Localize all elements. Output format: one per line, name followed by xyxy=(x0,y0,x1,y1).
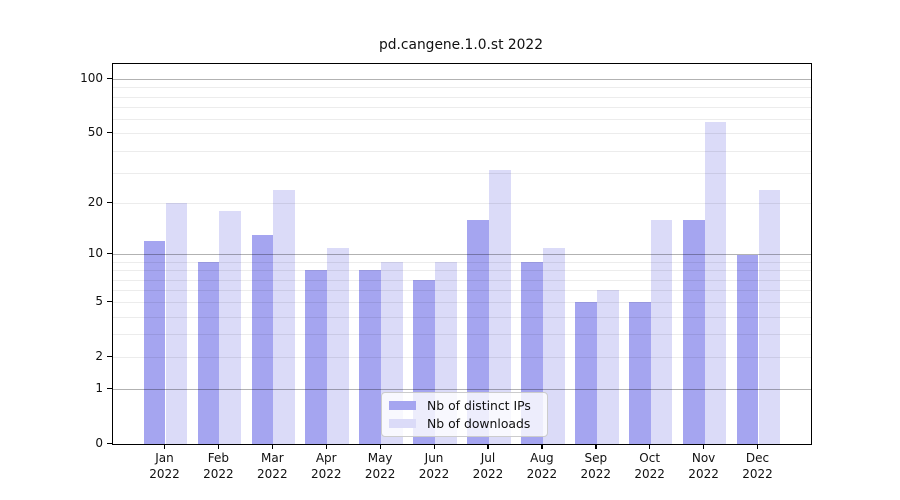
x-tick-mark xyxy=(379,444,381,450)
minor-gridline xyxy=(113,270,811,272)
minor-gridline xyxy=(113,262,811,264)
x-tick-label: Oct 2022 xyxy=(634,451,665,481)
x-tick-label: Nov 2022 xyxy=(688,451,719,481)
minor-gridline xyxy=(113,96,811,98)
minor-gridline xyxy=(113,119,811,121)
y-tick-label: 20 xyxy=(87,195,103,210)
bar-nb-of-downloads xyxy=(327,247,350,444)
bar-nb-of-downloads xyxy=(704,121,727,444)
x-tick-mark xyxy=(649,444,651,450)
x-tick-label: Feb 2022 xyxy=(203,451,234,481)
x-tick-mark xyxy=(164,444,166,450)
x-tick-mark xyxy=(325,444,328,450)
major-gridline xyxy=(113,79,811,81)
bar-nb-of-downloads xyxy=(596,290,619,444)
bar-nb-of-distinct-ips xyxy=(305,270,328,444)
x-tick-label: May 2022 xyxy=(364,451,396,481)
y-tick-label: 1 xyxy=(95,381,103,396)
x-tick-label: Jul 2022 xyxy=(472,451,504,481)
bar-nb-of-distinct-ips xyxy=(359,270,382,444)
y-tick-label: 0 xyxy=(95,436,103,450)
bar-nb-of-downloads xyxy=(650,220,673,444)
legend: Nb of distinct IPs Nb of downloads xyxy=(381,392,548,437)
x-tick-label: Mar 2022 xyxy=(257,451,288,481)
bar-nb-of-distinct-ips xyxy=(467,220,489,444)
y-tick-label: 2 xyxy=(95,349,103,364)
legend-item-distinct-ips: Nb of distinct IPs xyxy=(382,398,547,413)
x-tick-mark xyxy=(217,444,220,450)
bar-nb-of-downloads xyxy=(488,170,511,444)
x-tick-mark xyxy=(595,444,597,450)
minor-gridline xyxy=(113,107,811,109)
x-tick-mark xyxy=(541,444,543,450)
y-tick-mark xyxy=(107,201,112,204)
y-tick-mark xyxy=(107,355,112,357)
x-tick-mark xyxy=(703,444,705,450)
legend-label: Nb of downloads xyxy=(427,416,531,431)
x-tick-label: Aug 2022 xyxy=(526,451,558,481)
bar-nb-of-distinct-ips xyxy=(628,302,651,444)
minor-gridline xyxy=(113,316,811,318)
y-tick-label: 5 xyxy=(95,294,103,309)
y-tick-mark xyxy=(107,252,112,255)
minor-gridline xyxy=(113,279,811,281)
x-tick-mark xyxy=(433,444,435,450)
minor-gridline xyxy=(113,203,811,205)
bar-nb-of-distinct-ips xyxy=(143,241,166,444)
y-tick-label: 100 xyxy=(80,71,103,86)
minor-gridline xyxy=(113,357,811,359)
x-tick-label: Jan 2022 xyxy=(149,451,180,481)
legend-swatch xyxy=(389,418,416,429)
bar-nb-of-downloads xyxy=(165,203,188,444)
x-tick-label: Apr 2022 xyxy=(310,451,342,481)
major-gridline xyxy=(113,389,811,391)
y-tick-mark xyxy=(107,131,112,134)
bar-nb-of-downloads xyxy=(542,247,565,444)
bar-nb-of-downloads xyxy=(273,189,296,444)
x-tick-label: Dec 2022 xyxy=(742,451,773,481)
minor-gridline xyxy=(113,133,811,135)
legend-item-downloads: Nb of downloads xyxy=(382,416,547,431)
plot-area xyxy=(112,63,812,445)
minor-gridline xyxy=(113,302,811,304)
bar-nb-of-distinct-ips xyxy=(574,302,597,444)
minor-gridline xyxy=(113,290,811,292)
x-tick-label: Sep 2022 xyxy=(580,451,612,481)
legend-label: Nb of distinct IPs xyxy=(427,398,531,413)
bar-nb-of-downloads xyxy=(758,189,781,444)
major-gridline xyxy=(113,254,811,256)
minor-gridline xyxy=(113,334,811,336)
x-tick-mark xyxy=(757,444,759,450)
chart-title: pd.cangene.1.0.st 2022 xyxy=(379,37,543,53)
y-tick-mark xyxy=(107,300,112,303)
bar-nb-of-downloads xyxy=(219,211,242,444)
legend-swatch xyxy=(389,400,416,411)
bar-nb-of-distinct-ips xyxy=(736,254,759,444)
y-tick-mark xyxy=(107,387,112,389)
y-tick-label: 10 xyxy=(87,246,103,261)
y-tick-mark xyxy=(107,77,112,80)
y-tick-label: 50 xyxy=(87,125,103,140)
bar-nb-of-distinct-ips xyxy=(682,220,705,444)
x-tick-label: Jun 2022 xyxy=(418,451,450,481)
y-tick-mark xyxy=(107,442,112,444)
minor-gridline xyxy=(113,87,811,89)
bar-nb-of-distinct-ips xyxy=(197,262,220,444)
bar-nb-of-distinct-ips xyxy=(251,235,274,444)
x-tick-mark xyxy=(271,444,274,450)
x-tick-mark xyxy=(487,444,489,450)
minor-gridline xyxy=(113,172,811,174)
minor-gridline xyxy=(113,150,811,152)
